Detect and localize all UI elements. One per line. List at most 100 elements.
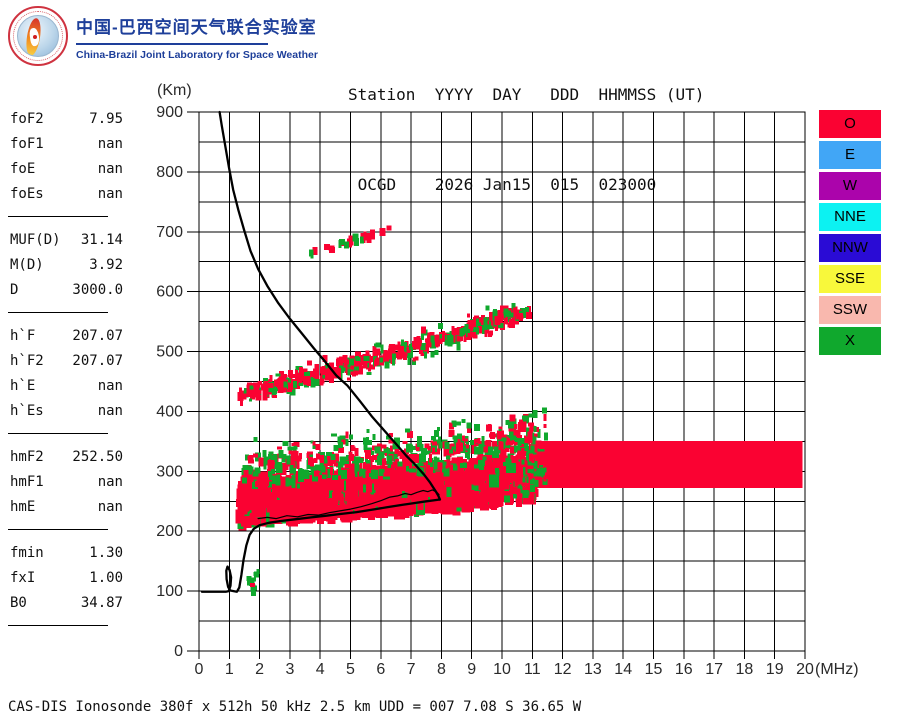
trace-second-hop-outliers	[248, 305, 513, 402]
x-tick-label: 3	[285, 661, 294, 678]
station-header-columns: Station YYYY DAY DDD HHMMSS (UT)	[348, 85, 705, 104]
electron-density-profile-bottomside	[200, 498, 442, 593]
legend-item-SSE: SSE	[819, 265, 881, 293]
param-value: nan	[97, 160, 123, 177]
param-label: MUF(D)	[10, 231, 61, 248]
param-value: 207.07	[72, 352, 123, 369]
legend-item-O: O	[819, 110, 881, 138]
trace-block-corner-speckle	[508, 407, 548, 499]
trace-es-low-green-cluster	[246, 569, 260, 597]
param-label: hmF1	[10, 473, 44, 490]
param-row: h`F 207.07	[10, 323, 123, 348]
x-tick-label: 18	[736, 661, 754, 678]
legend-item-E: E	[819, 141, 881, 169]
legend-item-NNE: NNE	[819, 203, 881, 231]
param-value: nan	[97, 402, 123, 419]
station-header-values: OCGD 2026 Jan15 015 023000	[348, 175, 657, 194]
lab-name-english: China-Brazil Joint Laboratory for Space …	[76, 49, 318, 61]
x-tick-label: 17	[705, 661, 723, 678]
param-row: fxI 1.00	[10, 565, 123, 590]
logo-ring-text	[13, 11, 63, 61]
legend-item-SSW: SSW	[819, 296, 881, 324]
y-tick-label: 800	[156, 164, 183, 181]
lab-name-chinese: 中国-巴西空间天气联合实验室	[76, 18, 317, 37]
param-value: nan	[97, 498, 123, 515]
param-label: D	[10, 281, 19, 298]
param-label: hmE	[10, 498, 36, 515]
param-label: foE	[10, 160, 36, 177]
x-tick-label: 13	[584, 661, 602, 678]
param-value: 3000.0	[72, 281, 123, 298]
param-value: nan	[97, 185, 123, 202]
param-row: h`F2 207.07	[10, 348, 123, 373]
param-row: MUF(D) 31.14	[10, 227, 123, 252]
param-groups: foF2 7.95 foF1 nan foE nan foEs nan MUF(D) 31.14 M…	[8, 106, 123, 636]
x-tick-label: 2	[255, 661, 264, 678]
x-axis-unit-label: (MHz)	[815, 661, 859, 678]
x-tick-label: 1	[225, 661, 234, 678]
x-tick-label: 10	[493, 661, 511, 678]
param-row: foE nan	[10, 156, 123, 181]
param-row: h`E nan	[10, 373, 123, 398]
trace-second-hop-echo-430-570km	[237, 303, 533, 406]
y-tick-label: 400	[156, 403, 183, 420]
param-label: hmF2	[10, 448, 44, 465]
param-value: 1.30	[89, 544, 123, 561]
virtual-height-trace	[257, 489, 440, 520]
x-tick-label: 20	[796, 661, 814, 678]
saturated-o-echo-block	[532, 440, 803, 489]
x-tick-label: 5	[346, 661, 355, 678]
x-tick-label: 16	[675, 661, 693, 678]
param-value: nan	[97, 135, 123, 152]
x-tick-label: 6	[376, 661, 385, 678]
param-label: foEs	[10, 185, 44, 202]
y-tick-label: 100	[156, 583, 183, 600]
x-tick-label: 14	[614, 661, 632, 678]
y-tick-label: 300	[156, 463, 183, 480]
param-row: fmin 1.30	[10, 540, 123, 565]
x-tick-label: 4	[316, 661, 325, 678]
x-tick-label: 12	[554, 661, 572, 678]
x-tick-label: 0	[195, 661, 204, 678]
param-label: h`F2	[10, 352, 44, 369]
echo-scatter-layer	[235, 225, 548, 597]
param-row: B0 34.87	[10, 590, 123, 615]
param-label: h`E	[10, 377, 36, 394]
globe-icon	[17, 15, 59, 57]
profile-line-layer	[200, 110, 442, 593]
param-value: nan	[97, 473, 123, 490]
param-row: hmF2 252.50	[10, 444, 123, 469]
lab-title-block: 中国-巴西空间天气联合实验室 China-Brazil Joint Labora…	[76, 13, 318, 61]
param-label: fxI	[10, 569, 36, 586]
param-value: 7.95	[89, 110, 123, 127]
param-label: h`Es	[10, 402, 44, 419]
param-row: D 3000.0	[10, 277, 123, 302]
param-value: 252.50	[72, 448, 123, 465]
param-value: 34.87	[80, 594, 123, 611]
param-separator	[8, 529, 108, 530]
x-tick-label: 9	[467, 661, 476, 678]
param-label: h`F	[10, 327, 36, 344]
y-tick-label: 600	[156, 284, 183, 301]
param-row: M(D) 3.92	[10, 252, 123, 277]
param-row: h`Es nan	[10, 398, 123, 423]
param-value: 1.00	[89, 569, 123, 586]
legend-item-X: X	[819, 327, 881, 355]
lab-logo	[8, 6, 68, 66]
param-separator	[8, 433, 108, 434]
x-tick-label: 8	[437, 661, 446, 678]
y-axis-unit-label: (Km)	[157, 82, 192, 99]
station-header: Station YYYY DAY DDD HHMMSS (UT) OCGD 20…	[348, 20, 704, 260]
param-value: nan	[97, 377, 123, 394]
trace-multi-hop-echo-660-710km	[308, 225, 392, 259]
y-tick-label: 0	[174, 643, 183, 660]
param-label: foF1	[10, 135, 44, 152]
param-separator	[8, 216, 108, 217]
footer-system-info: CAS-DIS Ionosonde 380f x 512h 50 kHz 2.5…	[8, 699, 582, 715]
param-row: foF2 7.95	[10, 106, 123, 131]
param-value: 31.14	[80, 231, 123, 248]
param-row: foF1 nan	[10, 131, 123, 156]
param-row: foEs nan	[10, 181, 123, 206]
param-label: M(D)	[10, 256, 44, 273]
